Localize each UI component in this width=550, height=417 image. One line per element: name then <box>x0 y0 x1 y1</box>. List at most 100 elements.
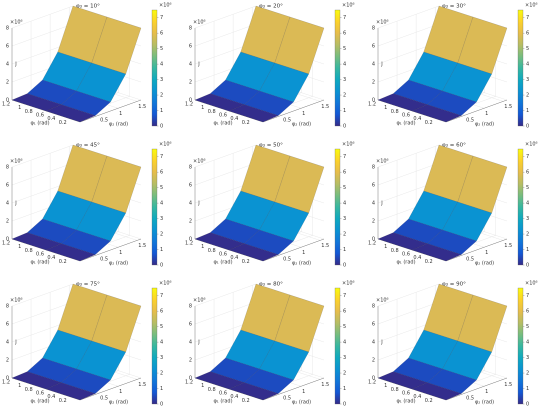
surface-patch <box>426 229 477 255</box>
x-axis-label: φ₁ (rad) <box>213 121 232 127</box>
z-tick-label: 8 <box>189 304 192 310</box>
subplot: φ₃ = 75° 0 2 4 6 8 0.2 0.40.60.8 1 1.2 0.5 1 1.5 φ₁ (… <box>2 281 172 408</box>
z-tick-label: 6 <box>189 44 192 50</box>
x-tick-label: 0.8 <box>391 109 399 115</box>
colorbar-exponent: ×10⁶ <box>342 142 355 148</box>
colorbar-tick-label: 3 <box>160 77 163 83</box>
colorbar-tick-label: 6 <box>343 309 346 315</box>
y-tick-label: 0.5 <box>283 118 291 124</box>
x-tick-label: 0.8 <box>25 109 33 115</box>
surface-patch <box>426 90 477 116</box>
z-tick-label: 0 <box>372 237 375 243</box>
colorbar-tick-label: 5 <box>526 46 529 52</box>
y-tick-label: 1.5 <box>504 104 512 110</box>
surface-patch <box>45 382 96 401</box>
z-tick-label: 0 <box>372 376 375 382</box>
surface-patch <box>26 79 77 105</box>
surface-patch <box>11 93 62 112</box>
colorbar-tick-label: 1 <box>526 386 529 392</box>
x-tick-label: 1 <box>384 383 387 389</box>
subplot: φ₃ = 30° 0 2 4 6 8 0.2 0.40.60.8 1 1.2 0.5 1 1.5 φ₁ (… <box>368 3 538 130</box>
colorbar-tick-label: 1 <box>343 247 346 253</box>
y-tick-label: 1 <box>119 250 122 256</box>
surface-patch <box>392 79 443 105</box>
x-tick-label: 0.2 <box>59 398 67 404</box>
x-tick-label: 0.4 <box>413 394 421 400</box>
x-tick-label: 0.6 <box>219 252 227 258</box>
surface-patch <box>274 155 325 214</box>
z-tick-label: 6 <box>372 44 375 50</box>
x-tick-label: 0.2 <box>425 398 433 404</box>
colorbar-tick-label: 4 <box>526 340 529 346</box>
z-tick-label: 6 <box>189 183 192 189</box>
colorbar-exponent: ×10⁶ <box>342 281 355 287</box>
surface-patch <box>45 243 96 262</box>
x-axis-label: φ₁ (rad) <box>30 399 49 405</box>
y-tick-label: 0.5 <box>466 396 474 402</box>
colorbar-tick-label: 2 <box>160 371 163 377</box>
z-tick-label: 8 <box>372 304 375 310</box>
z-tick-label: 0 <box>189 98 192 104</box>
colorbar-tick-label: 7 <box>160 154 163 160</box>
colorbar-exponent: ×10⁶ <box>525 142 538 148</box>
surface-patch <box>228 243 279 262</box>
y-tick-label: 1 <box>302 250 305 256</box>
z-exponent: ×10⁶ <box>10 298 23 304</box>
z-axis-label: J <box>197 340 199 346</box>
surface-patch <box>42 190 92 231</box>
x-tick-label: 1 <box>201 105 204 111</box>
colorbar-tick-label: 5 <box>343 46 346 52</box>
colorbar <box>334 9 341 127</box>
x-tick-label: 1 <box>18 105 21 111</box>
x-axis-label: φ₁ (rad) <box>30 121 49 127</box>
colorbar-exponent: ×10⁶ <box>525 3 538 9</box>
z-tick-label: 0 <box>189 237 192 243</box>
y-axis-label: φ₂ (rad) <box>109 400 128 406</box>
z-axis-label: J <box>380 62 382 68</box>
y-axis <box>445 238 508 262</box>
colorbar-exponent: ×10⁶ <box>525 281 538 287</box>
subplot: φ₃ = 20° 0 2 4 6 8 0.2 0.40.60.8 1 1.2 0.5 1 1.5 φ₁ (… <box>185 3 355 130</box>
colorbar-tick-label: 2 <box>526 232 529 238</box>
colorbar-tick-label: 5 <box>526 324 529 330</box>
x-tick-label: 1 <box>201 383 204 389</box>
y-tick-label: 1.5 <box>504 382 512 388</box>
z-tick-label: 2 <box>189 358 192 364</box>
z-tick-label: 0 <box>189 376 192 382</box>
colorbar <box>151 148 158 266</box>
surface-patch <box>228 382 279 401</box>
subplot: φ₃ = 80° 0 2 4 6 8 0.2 0.40.60.8 1 1.2 0.5 1 1.5 φ₁ (… <box>185 281 355 408</box>
surface-patch <box>377 93 428 112</box>
y-axis-label: φ₂ (rad) <box>475 122 494 128</box>
surface-patch <box>76 340 126 381</box>
surface-patch <box>408 329 458 370</box>
surface-patch <box>426 368 477 394</box>
y-tick-label: 1.5 <box>138 382 146 388</box>
colorbar-tick-label: 1 <box>526 108 529 114</box>
colorbar-tick-label: 7 <box>343 293 346 299</box>
subplot-title: φ₃ = 30° <box>442 4 466 10</box>
surface-patch <box>42 329 92 370</box>
surface-patch <box>259 201 309 242</box>
colorbar-tick-label: 5 <box>160 185 163 191</box>
z-axis-label: J <box>380 340 382 346</box>
colorbar-tick-label: 1 <box>160 108 163 114</box>
y-tick-label: 0.5 <box>466 257 474 263</box>
colorbar-tick-label: 0 <box>343 402 346 408</box>
y-axis <box>445 99 508 123</box>
surface-patch <box>91 294 142 353</box>
z-tick-label: 0 <box>6 237 9 243</box>
colorbar <box>517 148 524 266</box>
z-tick-label: 4 <box>372 340 375 346</box>
y-tick-label: 1 <box>302 111 305 117</box>
subplot: φ₃ = 10° 0 2 4 6 8 0.2 0.40.60.8 1 1.2 0.5 1 1.5 φ₁ (… <box>2 3 172 130</box>
y-axis-label: φ₂ (rad) <box>109 261 128 267</box>
x-tick-label: 0.2 <box>59 259 67 265</box>
colorbar <box>151 287 158 405</box>
surface-patch <box>392 357 443 383</box>
surface-patch <box>259 62 309 103</box>
colorbar-tick-label: 7 <box>160 293 163 299</box>
colorbar-tick-label: 0 <box>160 124 163 130</box>
colorbar-tick-label: 2 <box>160 232 163 238</box>
